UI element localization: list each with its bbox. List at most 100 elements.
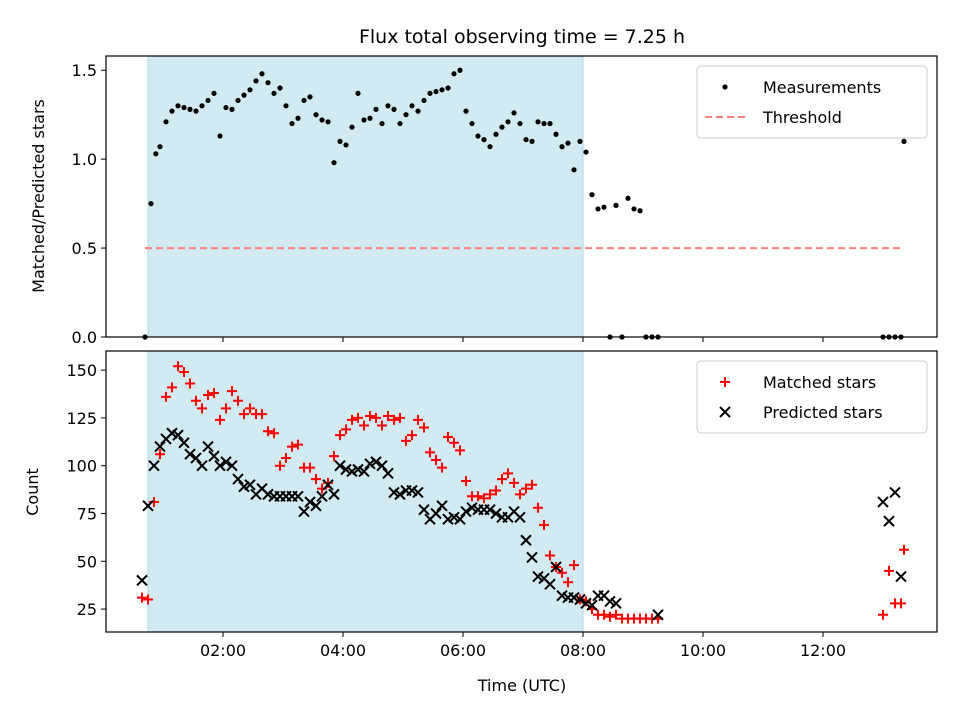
legend-label: Measurements — [763, 78, 881, 97]
data-point — [277, 85, 283, 91]
data-point — [553, 131, 559, 137]
data-point — [652, 609, 664, 621]
data-point — [181, 104, 187, 111]
data-point — [214, 459, 226, 472]
data-point — [490, 507, 502, 520]
data-point — [287, 441, 297, 452]
data-point — [190, 452, 202, 464]
data-point — [899, 544, 909, 555]
data-point — [275, 460, 285, 471]
data-point — [415, 108, 421, 114]
data-point — [407, 430, 417, 441]
legend-marker — [722, 84, 728, 90]
data-point — [583, 149, 589, 155]
data-point — [497, 474, 507, 485]
data-point — [316, 490, 328, 502]
data-point — [367, 115, 373, 121]
data-point — [313, 112, 319, 118]
data-point — [382, 467, 394, 480]
data-point — [172, 429, 184, 441]
data-point — [185, 378, 195, 389]
data-point — [469, 120, 475, 127]
data-point — [245, 403, 255, 414]
bottom-y-axis-label: Count — [23, 468, 42, 516]
data-point — [449, 437, 459, 448]
data-point — [173, 361, 183, 372]
data-point — [335, 430, 345, 441]
data-point — [484, 503, 496, 516]
data-point — [437, 462, 447, 473]
series-measurements — [142, 67, 907, 340]
data-point — [337, 138, 343, 144]
data-point — [137, 592, 147, 603]
data-point — [565, 140, 571, 146]
data-point — [493, 131, 499, 137]
data-point — [541, 120, 547, 127]
data-point — [610, 597, 622, 610]
data-point — [445, 85, 451, 91]
legend-label: Predicted stars — [763, 403, 883, 422]
data-point — [349, 124, 355, 130]
y-tick-label: 0.0 — [72, 328, 97, 347]
data-point — [527, 479, 537, 490]
y-tick-label: 125 — [66, 409, 97, 428]
chart-title: Flux total observing time = 7.25 h — [359, 26, 685, 48]
data-point — [203, 389, 213, 400]
legend: Measurements Threshold — [696, 65, 928, 139]
y-tick-label: 1.0 — [72, 150, 97, 169]
data-point — [232, 473, 244, 485]
data-point — [259, 71, 265, 77]
data-point — [263, 426, 273, 437]
data-point — [563, 577, 573, 588]
data-point — [430, 507, 442, 520]
data-point — [329, 451, 339, 462]
data-point — [202, 440, 214, 453]
data-point — [397, 120, 403, 127]
data-point — [295, 115, 301, 121]
data-point — [365, 410, 375, 421]
data-point — [559, 144, 565, 150]
data-point — [586, 599, 598, 611]
legend-label: Threshold — [762, 108, 842, 127]
data-point — [361, 117, 367, 123]
data-point — [896, 598, 906, 609]
data-point — [514, 511, 526, 524]
data-point — [205, 97, 211, 104]
series-matched-stars — [137, 361, 909, 624]
data-point — [589, 192, 595, 198]
data-point — [436, 500, 448, 512]
y-tick-label: 100 — [66, 457, 97, 476]
data-point — [457, 67, 463, 73]
data-point — [196, 459, 208, 472]
data-point — [877, 496, 889, 508]
legend-box — [696, 360, 928, 434]
data-point — [443, 432, 453, 443]
data-point — [547, 120, 553, 127]
data-point — [271, 90, 277, 96]
data-point — [281, 453, 291, 464]
data-point — [229, 106, 235, 112]
data-point — [220, 456, 232, 468]
data-point — [539, 519, 549, 530]
data-point — [631, 206, 637, 212]
legend-label: Matched stars — [763, 373, 876, 392]
data-point — [625, 195, 631, 201]
data-point — [370, 456, 382, 468]
data-point — [557, 567, 567, 578]
data-point — [265, 80, 271, 86]
data-point — [289, 120, 295, 127]
data-point — [473, 491, 483, 502]
data-point — [343, 142, 349, 148]
x-tick-label: 10:00 — [680, 641, 726, 660]
data-point — [545, 550, 555, 561]
y-tick-label: 75 — [77, 504, 97, 523]
data-point — [401, 435, 411, 446]
data-point — [322, 479, 334, 491]
data-point — [409, 103, 415, 109]
data-point — [239, 409, 249, 420]
x-tick-label: 06:00 — [440, 641, 486, 660]
data-point — [373, 106, 379, 112]
data-point — [394, 488, 406, 501]
data-point — [574, 593, 586, 606]
